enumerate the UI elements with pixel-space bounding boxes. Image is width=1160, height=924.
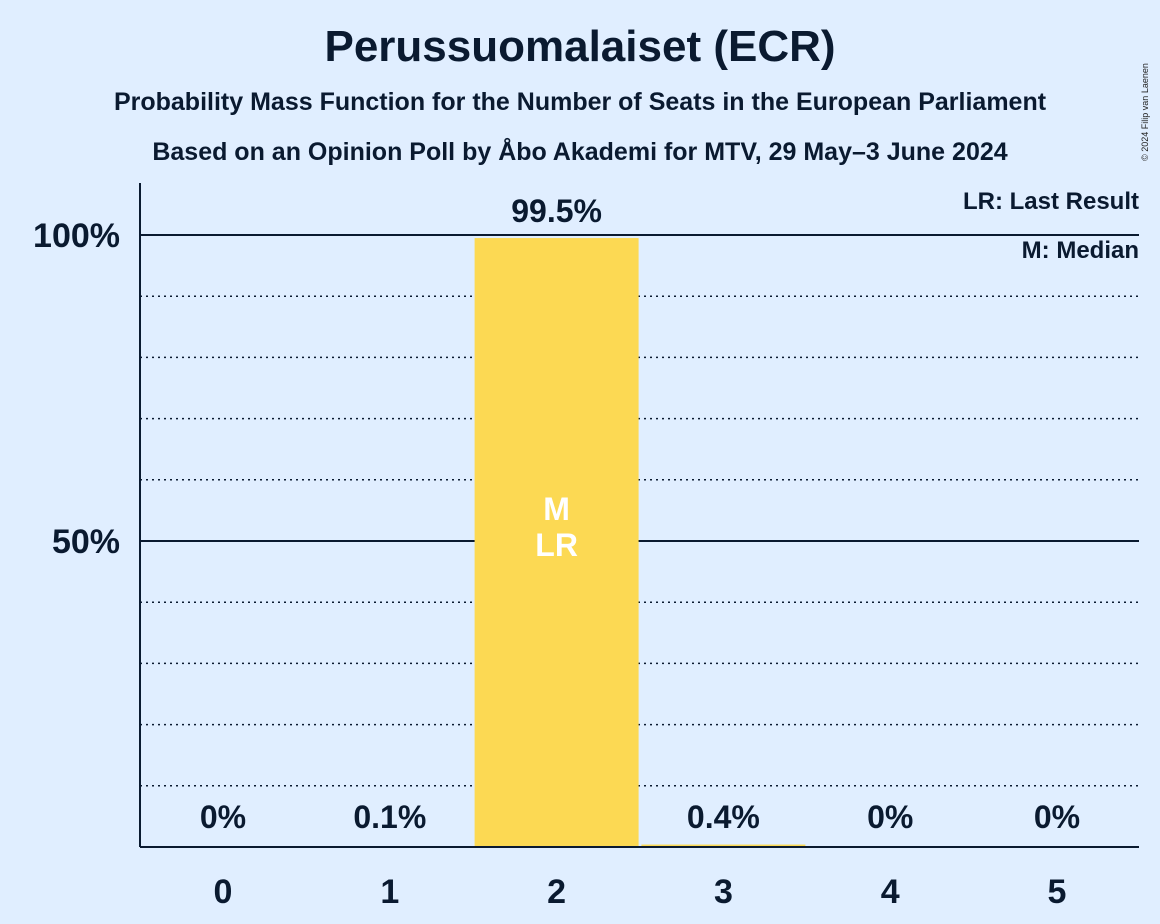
- data-label-5: 0%: [1034, 799, 1080, 835]
- bar-marker-lr: LR: [535, 527, 578, 563]
- bar-marker-m: M: [543, 491, 570, 527]
- chart-source-note: Based on an Opinion Poll by Åbo Akademi …: [152, 138, 1008, 166]
- y-tick-label: 50%: [52, 523, 120, 561]
- grid-layer: [140, 234, 1139, 787]
- x-tick-label: 0: [214, 873, 233, 911]
- x-tick-label: 3: [714, 873, 733, 911]
- data-label-4: 0%: [867, 799, 913, 835]
- axis-layer: 50% 100% 0 1 2 3 4 5: [33, 183, 1139, 911]
- y-tick-label: 100%: [33, 217, 120, 255]
- data-label-3: 0.4%: [687, 799, 760, 835]
- x-tick-label: 2: [547, 873, 566, 911]
- bar-2: [474, 238, 639, 847]
- legend-last-result: LR: Last Result: [963, 188, 1139, 215]
- x-tick-label: 4: [881, 873, 900, 911]
- label-layer: 0% 0.1% 99.5% 0.4% 0% 0% MLR: [200, 193, 1080, 835]
- chart-title: Perussuomalaiset (ECR): [324, 22, 836, 71]
- x-tick-label: 1: [380, 873, 399, 911]
- bar-layer: [307, 238, 806, 847]
- legend: LR: Last Result M: Median: [963, 188, 1139, 264]
- data-label-0: 0%: [200, 799, 246, 835]
- legend-median: M: Median: [1022, 237, 1139, 264]
- bar-3: [641, 844, 806, 847]
- data-label-1: 0.1%: [353, 799, 426, 835]
- data-label-2: 99.5%: [511, 193, 602, 229]
- chart-subtitle: Probability Mass Function for the Number…: [113, 88, 1047, 116]
- x-tick-label: 5: [1048, 873, 1067, 911]
